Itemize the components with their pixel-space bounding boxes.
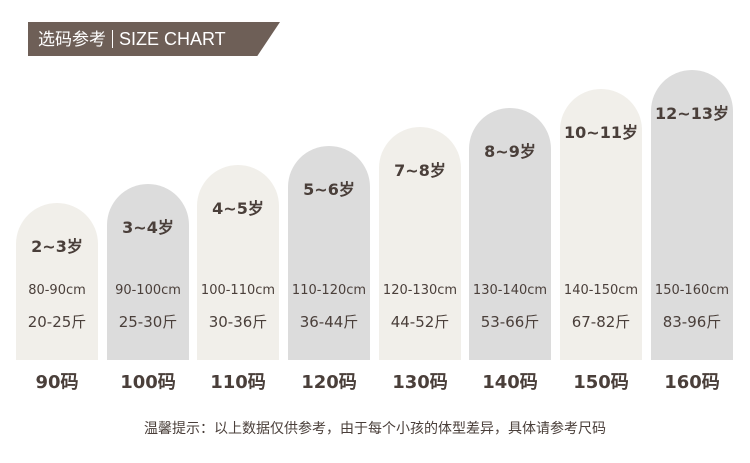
size-column: 7~8岁 120-130cm 44-52斤 [379,127,461,360]
height-range: 120-130cm [382,283,458,298]
size-chart-banner: 选码参考 SIZE CHART [28,22,280,56]
age-label: 12~13岁 [655,104,729,123]
size-column: 8~9岁 130-140cm 53-66斤 [469,108,551,360]
height-range: 80-90cm [28,283,86,298]
weight-range: 53-66斤 [480,313,540,331]
size-note: 温馨提示：以上数据仅供参考，由于每个小孩的体型差异，具体请参考尺码 [144,421,606,437]
age-label: 8~9岁 [484,142,536,161]
size-column: 2~3岁 80-90cm 20-25斤 [16,203,98,360]
age-label: 4~5岁 [212,199,264,218]
height-range: 130-140cm [472,283,548,298]
size-label: 110码 [210,372,266,393]
age-label: 2~3岁 [31,237,83,256]
weight-range: 30-36斤 [208,313,268,331]
size-label: 120码 [301,372,357,393]
weight-range: 25-30斤 [118,313,178,331]
size-label: 140码 [482,372,538,393]
height-range: 110-120cm [291,283,367,298]
size-column: 10~11岁 140-150cm 67-82斤 [560,89,642,360]
size-column: 3~4岁 90-100cm 25-30斤 [107,184,189,360]
age-label: 5~6岁 [303,180,355,199]
age-label: 10~11岁 [564,123,638,142]
size-label: 150码 [573,372,629,393]
banner-title-en: SIZE CHART [119,29,226,49]
height-range: 100-110cm [200,283,276,298]
banner-title-cn: 选码参考 [38,30,106,50]
banner-divider [112,30,113,48]
size-label: 100码 [120,372,176,393]
size-label: 90码 [35,372,79,393]
age-label: 7~8岁 [394,161,446,180]
size-column: 5~6岁 110-120cm 36-44斤 [288,146,370,360]
height-range: 150-160cm [654,283,730,298]
weight-range: 44-52斤 [390,313,450,331]
height-range: 140-150cm [563,283,639,298]
weight-range: 20-25斤 [27,313,87,331]
weight-range: 67-82斤 [571,313,631,331]
weight-range: 83-96斤 [662,313,722,331]
size-column: 12~13岁 150-160cm 83-96斤 [651,70,733,360]
height-range: 90-100cm [115,283,181,298]
weight-range: 36-44斤 [299,313,359,331]
size-column: 4~5岁 100-110cm 30-36斤 [197,165,279,360]
size-label: 130码 [392,372,448,393]
age-label: 3~4岁 [122,218,174,237]
size-label: 160码 [664,372,720,393]
